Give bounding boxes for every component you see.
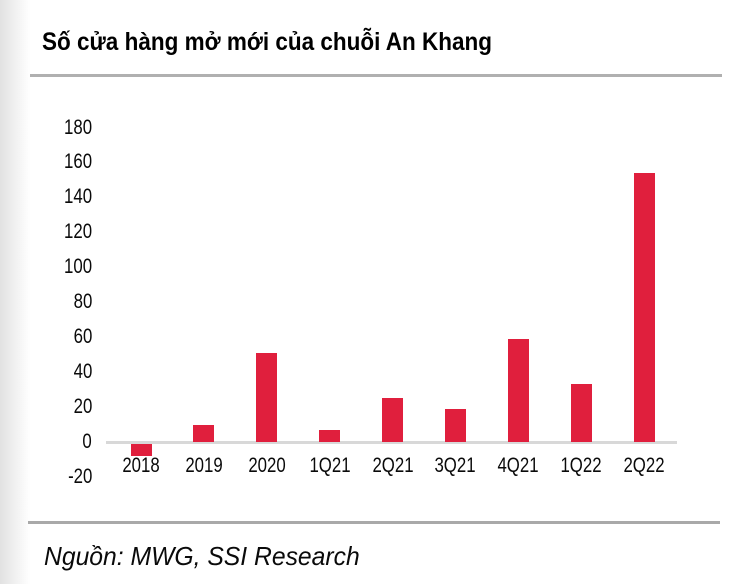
x-axis-label-4Q21: 4Q21 — [497, 454, 539, 477]
x-axis-label-2Q21: 2Q21 — [371, 454, 414, 477]
y-axis-tick-label-60: 60 — [73, 325, 92, 349]
bar-4Q21 — [507, 338, 529, 442]
bar-1Q22 — [570, 384, 592, 442]
y-axis-tick-label-80: 80 — [73, 290, 92, 314]
y-axis-tick-labels: -20 0 20 40 60 80 100 120 140 160 180 — [0, 0, 92, 584]
y-axis-tick-label-180: 180 — [63, 115, 92, 139]
title-separator — [30, 74, 722, 77]
bar-2019 — [193, 424, 215, 442]
bar-1Q21 — [319, 429, 341, 442]
y-axis-tick-label-20: 20 — [73, 395, 92, 419]
x-axis-label-3Q21: 3Q21 — [434, 454, 476, 477]
y-axis-tick-label-160: 160 — [63, 150, 92, 174]
y-axis-tick-label-140: 140 — [63, 185, 92, 209]
x-axis-label-2Q22: 2Q22 — [623, 454, 665, 477]
x-axis-label-2019: 2019 — [185, 454, 223, 477]
footer-separator — [28, 521, 720, 524]
x-axis-label-1Q21: 1Q21 — [309, 454, 351, 477]
y-axis-tick-label-100: 100 — [63, 255, 92, 279]
source-text: Nguồn: MWG, SSI Research — [44, 541, 360, 571]
y-axis-tick-label-40: 40 — [73, 360, 92, 384]
y-axis-tick-label-120: 120 — [63, 220, 92, 244]
x-axis-label-2018: 2018 — [122, 454, 160, 477]
bar-2Q22 — [633, 172, 655, 442]
x-axis-label-1Q22: 1Q22 — [560, 454, 602, 477]
y-axis-tick-label--20: -20 — [67, 464, 92, 488]
bar-2018 — [130, 443, 152, 456]
bar-2020 — [256, 352, 278, 442]
x-axis-label-2020: 2020 — [248, 454, 286, 477]
chart-title: Số cửa hàng mở mới của chuỗi An Khang — [42, 28, 492, 56]
x-axis-line — [106, 440, 677, 444]
bar-3Q21 — [444, 408, 466, 442]
bar-2Q21 — [382, 398, 403, 442]
y-axis-tick-label-0: 0 — [82, 430, 92, 453]
